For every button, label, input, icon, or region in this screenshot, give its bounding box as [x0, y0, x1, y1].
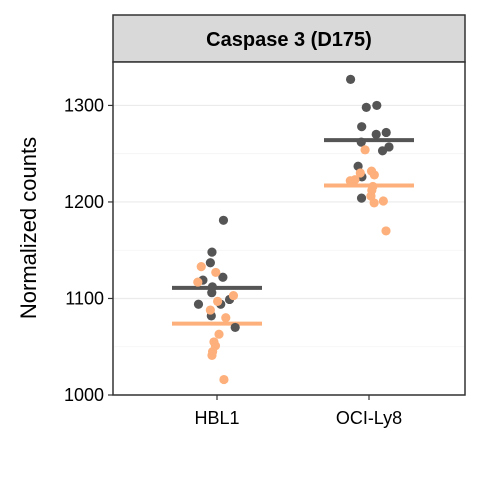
data-point [205, 258, 215, 268]
plot-panel [113, 62, 465, 395]
data-point [381, 127, 391, 138]
y-axis-label: Normalized counts [16, 137, 41, 319]
data-point [207, 247, 217, 257]
data-point [205, 305, 215, 315]
x-tick-label: HBL1 [194, 408, 239, 428]
plot-border [112, 61, 466, 396]
data-point [196, 262, 206, 272]
data-point [357, 122, 367, 132]
data-point [214, 329, 224, 339]
y-tick-label: 1300 [64, 95, 104, 115]
data-point [371, 129, 381, 139]
data-point [377, 146, 388, 156]
data-point [207, 288, 217, 298]
chart-title: Caspase 3 (D175) [206, 29, 372, 51]
y-tick-label: 1200 [64, 192, 104, 212]
x-tick-label: OCI-Ly8 [336, 408, 402, 428]
data-point [230, 322, 240, 333]
data-point [361, 102, 371, 112]
data-points [193, 74, 394, 385]
data-point [360, 145, 370, 155]
data-point [345, 176, 355, 186]
data-point [345, 74, 356, 84]
data-point [207, 350, 217, 361]
y-tick-label: 1000 [64, 385, 104, 405]
data-point [228, 290, 239, 301]
data-point [213, 296, 223, 306]
data-point [219, 374, 229, 385]
strip-background [112, 14, 466, 63]
x-axis: HBL1 OCI-Ly8 [194, 395, 402, 428]
data-point [221, 313, 231, 323]
data-point [211, 267, 221, 278]
y-tick-label: 1100 [65, 288, 104, 308]
data-point [381, 226, 391, 236]
data-point [356, 137, 366, 147]
data-point [218, 272, 228, 282]
data-point [193, 299, 204, 309]
data-point [355, 168, 365, 178]
data-point [193, 277, 203, 287]
data-point [369, 198, 379, 208]
y-axis: 1000 1100 1200 1300 [64, 95, 113, 405]
data-point [378, 196, 388, 206]
data-point [369, 170, 379, 180]
data-point [356, 193, 367, 203]
data-point [218, 215, 229, 225]
data-point [372, 100, 382, 111]
